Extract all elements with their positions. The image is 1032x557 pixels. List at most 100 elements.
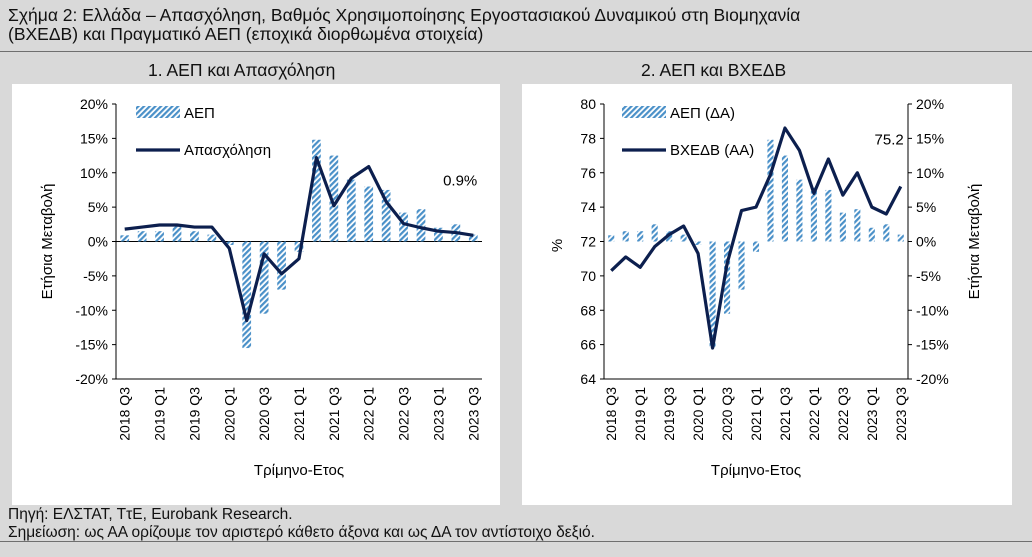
- chart2-x-tick-label: 2019 Q3: [661, 387, 677, 441]
- chart1-bar-gdp: [277, 241, 286, 290]
- chart2-x-tick-label: 2020 Q1: [690, 387, 706, 441]
- chart2-right-tick-label: 5%: [916, 199, 936, 215]
- chart1-bar-gdp: [155, 231, 164, 242]
- chart1-y-tick-label: 0%: [88, 234, 108, 250]
- chart1-bar-gdp: [190, 231, 199, 242]
- chart2-left-tick-label: 70: [580, 268, 596, 284]
- chart2-bar-gdp: [752, 241, 760, 252]
- chart2-bar-gdp: [781, 155, 788, 242]
- chart1-title: 1. ΑΕΠ και Απασχόληση: [148, 60, 336, 80]
- chart2-bar-gdp: [608, 235, 615, 242]
- chart2-x-tick-label: 2022 Q1: [806, 387, 822, 441]
- chart2-bar-gdp: [883, 224, 890, 242]
- chart2-right-tick-label: 10%: [916, 165, 944, 181]
- chart1-legend-employment-label: Απασχόληση: [184, 142, 271, 159]
- chart2-left-tick-label: 80: [580, 96, 596, 112]
- chart1-y-tick-label: 10%: [80, 165, 108, 181]
- chart2-bar-gdp: [854, 209, 861, 242]
- chart1-bar-gdp: [172, 224, 182, 242]
- chart2-bar-gdp: [796, 179, 803, 242]
- chart1-x-tick-label: 2020 Q1: [221, 387, 237, 441]
- chart1-y-tick-label: 20%: [80, 96, 108, 112]
- chart1-y-axis-title: Ετήσια Μεταβολή: [39, 184, 56, 300]
- chart2-right-tick-label: 20%: [916, 96, 944, 112]
- chart2-bar-gdp: [695, 241, 702, 245]
- figure-title: Σχήμα 2: Ελλάδα – Απασχόληση, Βαθμός Χρη…: [8, 6, 1024, 44]
- chart2-right-tick-label: -5%: [916, 268, 941, 284]
- chart1-bar-gdp: [242, 241, 252, 349]
- chart1-x-tick-label: 2022 Q1: [361, 387, 377, 441]
- chart2-bar-gdp: [680, 234, 687, 242]
- chart1-y-tick-label: -20%: [75, 371, 108, 387]
- chart2-x-tick-label: 2022 Q3: [835, 387, 851, 441]
- chart2-bar-gdp: [897, 234, 904, 242]
- chart1-bar-gdp: [468, 234, 478, 242]
- chart1-x-tick-label: 2023 Q1: [430, 387, 446, 441]
- chart2-x-tick-label: 2023 Q3: [893, 387, 909, 441]
- chart2-bar-gdp: [825, 189, 832, 242]
- chart2-x-tick-label: 2021 Q3: [777, 387, 793, 441]
- chart1-bar-gdp: [259, 241, 269, 314]
- chart1-bar-gdp: [364, 186, 374, 242]
- chart1-x-tick-label: 2022 Q3: [396, 387, 412, 441]
- chart1-y-tick-label: -10%: [75, 302, 108, 318]
- chart2-data-label-last: 75.2: [875, 132, 904, 149]
- chart1-x-tick-label: 2021 Q1: [291, 387, 307, 441]
- chart2-title: 2. ΑΕΠ και ΒΧΕΔΒ: [641, 60, 787, 80]
- chart2-x-tick-label: 2019 Q1: [632, 387, 648, 441]
- chart1-bar-gdp: [381, 189, 391, 242]
- chart1-y-tick-label: 15%: [80, 130, 108, 146]
- chart2-x-axis-title: Τρίμηνο-Ετος: [711, 462, 801, 479]
- figure-title-line-1: Σχήμα 2: Ελλάδα – Απασχόληση, Βαθμός Χρη…: [8, 5, 801, 25]
- chart1-bar-gdp: [137, 231, 147, 242]
- chart2-bar-gdp: [810, 186, 817, 242]
- chart2-left-tick-label: 66: [580, 337, 596, 353]
- chart2-bar-gdp: [637, 231, 644, 242]
- chart2-left-tick-label: 64: [580, 371, 596, 387]
- chart2-x-tick-label: 2018 Q3: [603, 387, 619, 441]
- chart1-panel: -20% -15% -10% -5% 0% 5% 10% 15% 20% 2018 Q3 2019 …: [12, 84, 500, 505]
- chart1-line-employment: [124, 156, 474, 323]
- chart2-right-tick-label: -15%: [916, 337, 949, 353]
- chart1-y-tick-label: -5%: [83, 268, 108, 284]
- chart1-bar-gdp: [120, 235, 130, 242]
- source-note: Πηγή: ΕΛΣΤΑΤ, ΤτΕ, Eurobank Research.: [8, 506, 293, 523]
- chart1-bar-gdp: [416, 209, 426, 242]
- figure-title-line-2: (ΒΧΕΔΒ) και Πραγματικό ΑΕΠ (εποχικά διορ…: [8, 24, 484, 44]
- chart1-x-tick-label: 2021 Q3: [326, 387, 342, 441]
- chart1-bar-gdp: [434, 227, 443, 242]
- chart2-left-tick-label: 76: [580, 165, 596, 181]
- chart2-legend-capacity-label: ΒΧΕΔΒ (ΑΑ): [670, 142, 754, 159]
- chart2-bar-gdp: [767, 139, 774, 242]
- chart1-x-tick-label: 2023 Q3: [465, 387, 481, 441]
- chart2-left-tick-label: 72: [580, 234, 596, 250]
- chart2-bar-gdp: [709, 241, 716, 349]
- chart2-right-tick-label: -10%: [916, 302, 949, 318]
- chart1-x-tick-label: 2019 Q3: [186, 387, 202, 441]
- chart2-x-tick-label: 2023 Q1: [864, 387, 880, 441]
- chart2-panel: 64 66 68 70 72 74 76 78 80 -20% -15% -10% -5% 0% 5% 10%…: [522, 84, 1012, 505]
- axis-note: Σημείωση: ως ΑΑ ορίζουμε τον αριστερό κά…: [8, 524, 595, 541]
- chart1-y-tick-label: -15%: [75, 337, 108, 353]
- chart1-bar-gdp: [224, 241, 234, 245]
- chart1-legend-bar-swatch: [136, 106, 180, 118]
- chart2-left-tick-label: 68: [580, 302, 596, 318]
- chart2-bar-gdp: [738, 241, 745, 290]
- chart2-bar-gdp: [622, 231, 629, 242]
- chart1-bar-gdp: [346, 179, 356, 242]
- chart2-right-axis-title: Ετήσια Μεταβολή: [966, 184, 983, 300]
- chart1-bar-gdp: [312, 139, 321, 242]
- footer-divider: [0, 541, 1032, 542]
- chart2-line-capacity: [610, 126, 903, 350]
- chart2-bar-gdp: [724, 241, 731, 314]
- chart2-left-tick-label: 74: [580, 199, 596, 215]
- chart1-y-tick-label: 5%: [88, 199, 108, 215]
- chart2-bar-gdp: [868, 227, 875, 242]
- chart1-bar-gdp: [294, 241, 304, 252]
- chart2-left-tick-label: 78: [580, 130, 596, 146]
- chart2-x-tick-label: 2021 Q1: [748, 387, 764, 441]
- chart2-svg: 64 66 68 70 72 74 76 78 80 -20% -15% -10% -5% 0% 5% 10%…: [549, 96, 983, 479]
- chart2-x-tick-label: 2020 Q3: [719, 387, 735, 441]
- chart2-bar-gdp: [839, 212, 846, 242]
- chart1-bar-gdp: [207, 234, 217, 242]
